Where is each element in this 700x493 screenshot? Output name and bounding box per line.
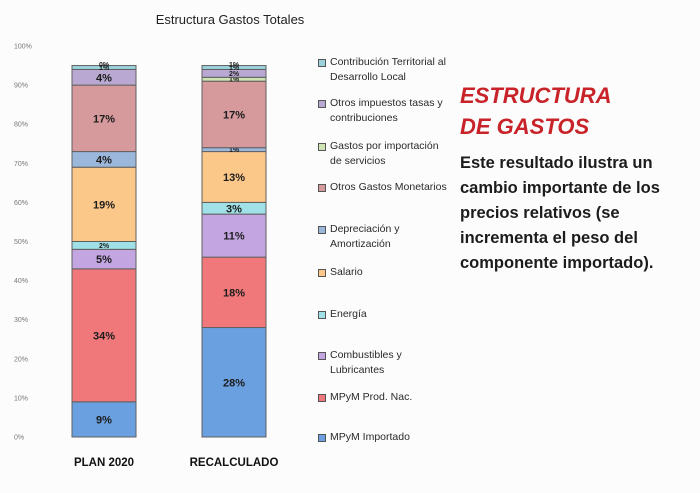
bar-segment — [201, 80, 267, 149]
legend-item: Depreciación y Amortización — [318, 222, 453, 252]
slide-title: ESTRUCTURA DE GASTOS — [460, 83, 612, 139]
data-label: 3% — [226, 203, 242, 215]
data-label: 13% — [223, 172, 245, 184]
y-tick-label: 60% — [14, 200, 28, 207]
data-label: 2% — [99, 243, 110, 250]
bar-segment — [201, 327, 267, 438]
y-tick-label: 40% — [14, 278, 28, 285]
y-axis-ticks: 0% 10% 20% 30% 40% 50% 60% 70% 80% 90% 100% — [14, 44, 32, 442]
data-label: 0% — [99, 62, 110, 69]
legend-label: Otros Gastos Monetarios — [330, 181, 447, 193]
legend-label: Combustibles y Lubricantes — [330, 349, 402, 376]
y-tick-label: 90% — [14, 83, 28, 90]
legend-label: Energía — [330, 308, 367, 320]
stacked-bar-chart: Estructura Gastos Totales 0% 10% 20% 30% 40%… — [14, 12, 305, 469]
data-label: 11% — [223, 231, 245, 243]
headline-panel: ESTRUCTURA DE GASTOS Este resultado ilus… — [460, 80, 695, 276]
legend-swatch — [318, 352, 326, 360]
data-label: 17% — [93, 113, 115, 125]
bar-segment — [201, 65, 267, 70]
legend-swatch — [318, 394, 326, 402]
y-tick-label: 80% — [14, 122, 28, 129]
y-tick-label: 0% — [14, 435, 24, 442]
legend-item: MPyM Importado — [318, 430, 453, 445]
category-label: RECALCULADO — [190, 457, 279, 469]
legend-swatch — [318, 269, 326, 277]
data-label: 34% — [93, 330, 115, 342]
data-label: 1% — [229, 147, 240, 154]
legend-label: MPyM Importado — [330, 431, 410, 443]
legend-swatch — [318, 226, 326, 234]
data-label: 1% — [99, 65, 110, 72]
data-label: 4% — [96, 154, 112, 166]
legend-swatch — [318, 434, 326, 442]
bar-segment — [71, 401, 137, 438]
bar-segment — [71, 166, 137, 243]
legend-label: Salario — [330, 266, 363, 278]
legend-item: Otros impuestos tasas y contribuciones — [318, 96, 453, 126]
legend-label: Contribución Territorial al Desarrollo L… — [330, 56, 446, 83]
y-tick-label: 30% — [14, 317, 28, 324]
legend-item: Contribución Territorial al Desarrollo L… — [318, 55, 453, 85]
y-tick-label: 50% — [14, 239, 28, 246]
legend-item: Gastos por importación de servicios — [318, 139, 453, 169]
category-label: PLAN 2020 — [74, 457, 134, 469]
chart-title: Estructura Gastos Totales — [156, 12, 305, 27]
legend-swatch — [318, 311, 326, 319]
data-label: 28% — [223, 377, 245, 389]
legend-item: Energía — [318, 307, 453, 322]
legend-swatch — [318, 100, 326, 108]
bar-segment — [201, 151, 267, 203]
legend-item: Salario — [318, 265, 453, 280]
legend-label: Otros impuestos tasas y contribuciones — [330, 97, 443, 124]
legend-item: Otros Gastos Monetarios — [318, 180, 453, 195]
legend: Contribución Territorial al Desarrollo L… — [318, 0, 453, 493]
data-label: 4% — [96, 72, 112, 84]
data-label: 1% — [229, 77, 240, 84]
legend-item: MPyM Prod. Nac. — [318, 390, 453, 405]
data-label: 1% — [229, 65, 240, 72]
bar-segment — [71, 84, 137, 153]
bar-segment — [71, 268, 137, 403]
bar-segment — [71, 65, 137, 70]
slide-body-text: Este resultado ilustra un cambio importa… — [460, 154, 660, 272]
y-tick-label: 20% — [14, 356, 28, 363]
data-label: 9% — [96, 414, 112, 426]
data-label: 1% — [229, 62, 240, 69]
data-label: 5% — [96, 254, 112, 266]
legend-label: Gastos por importación de servicios — [330, 140, 439, 167]
y-tick-label: 70% — [14, 161, 28, 168]
legend-item: Combustibles y Lubricantes — [318, 348, 453, 378]
data-label: 19% — [93, 199, 115, 211]
legend-label: Depreciación y Amortización — [330, 223, 400, 250]
legend-swatch — [318, 184, 326, 192]
bars: 9%34%5%2%19%4%17%4%1%0%28%18%11%3%13%1%1… — [71, 62, 267, 438]
data-label: 18% — [223, 287, 245, 299]
y-tick-label: 10% — [14, 395, 28, 402]
legend-swatch — [318, 143, 326, 151]
x-axis-categories: PLAN 2020 RECALCULADO — [74, 457, 278, 469]
legend-label: MPyM Prod. Nac. — [330, 391, 413, 403]
data-label: 2% — [229, 71, 240, 78]
bar-segment — [201, 256, 267, 329]
legend-swatch — [318, 59, 326, 67]
data-label: 17% — [223, 109, 245, 121]
y-tick-label: 100% — [14, 44, 32, 51]
bar-segment — [201, 213, 267, 258]
